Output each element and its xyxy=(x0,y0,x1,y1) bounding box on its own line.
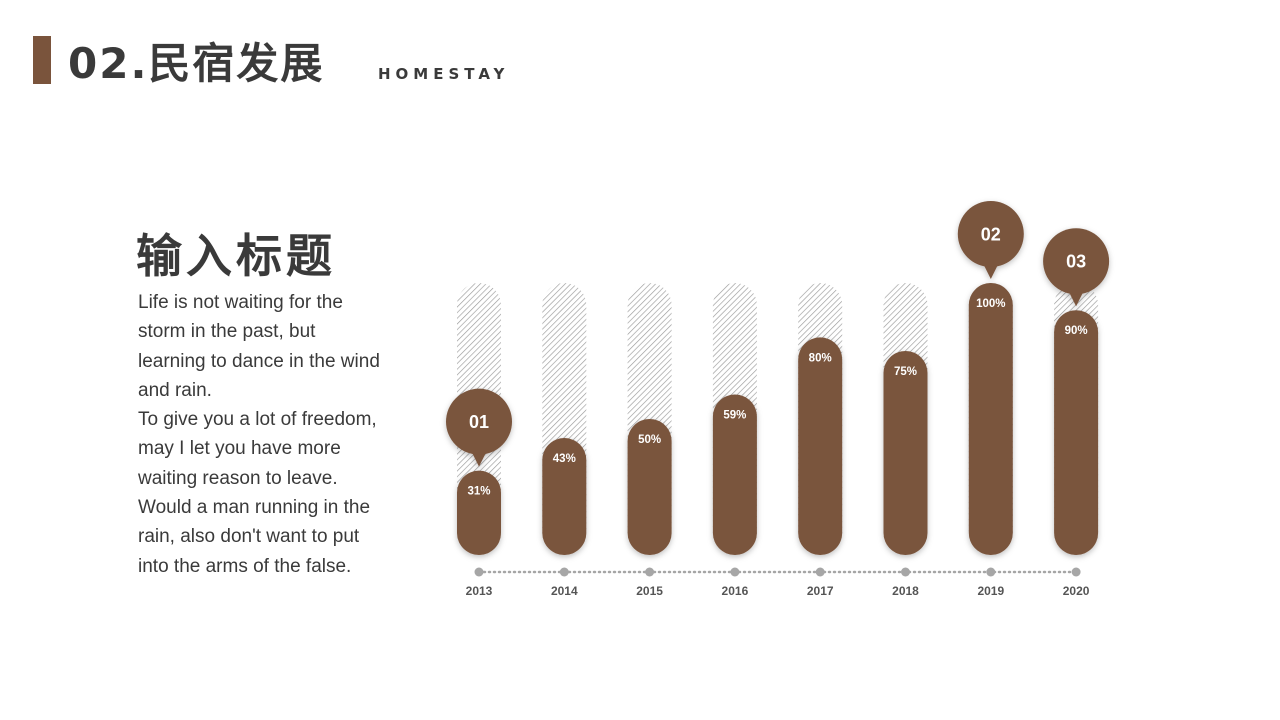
callout-label: 02 xyxy=(981,225,1001,245)
bar-value-label: 43% xyxy=(553,453,576,465)
bar-value-label: 75% xyxy=(894,366,917,378)
timeline-dot xyxy=(1071,567,1081,577)
x-tick-label: 2019 xyxy=(977,584,1004,598)
timeline-dot xyxy=(559,567,569,577)
bar xyxy=(712,394,757,555)
bars: 31% 43% 50% 59% 80% 75% 100% 90% xyxy=(457,283,1099,555)
content-body: Life is not waiting for the storm in the… xyxy=(138,288,384,581)
bar-value-label: 90% xyxy=(1065,325,1088,337)
timeline-dot xyxy=(815,567,825,577)
x-tick-label: 2018 xyxy=(892,584,919,598)
timeline-dot xyxy=(730,567,740,577)
bar xyxy=(968,283,1013,555)
bar-value-label: 31% xyxy=(467,486,490,498)
bar-value-label: 80% xyxy=(809,352,832,364)
timeline-dot xyxy=(474,567,484,577)
timeline-axis: 2013 2014 2015 2016 2017 2018 2019 2020 xyxy=(466,567,1090,598)
callout-label: 01 xyxy=(469,412,489,432)
bar-value-label: 59% xyxy=(723,410,746,422)
x-tick-label: 2013 xyxy=(466,584,493,598)
callout-circle xyxy=(957,201,1024,267)
bar xyxy=(798,337,843,555)
content-title: 输入标题 xyxy=(136,229,336,283)
callout-bubble xyxy=(446,388,512,467)
x-tick-label: 2017 xyxy=(807,584,834,598)
callouts: 01 02 03 xyxy=(446,201,1110,467)
bar xyxy=(457,470,501,555)
timeline-dot xyxy=(901,567,910,577)
bar xyxy=(627,419,672,555)
section-title: 02.民宿发展 xyxy=(68,39,325,88)
bar xyxy=(883,351,928,555)
callout-circle xyxy=(1043,228,1110,295)
body-paragraph-2: To give you a lot of freedom, may I let … xyxy=(138,409,377,577)
x-tick-label: 2016 xyxy=(722,584,749,598)
bar-value-label: 100% xyxy=(976,298,1005,310)
x-tick-label: 2015 xyxy=(636,584,663,598)
timeline-dot xyxy=(645,567,655,577)
timeline-dot xyxy=(986,567,996,577)
callout-label: 03 xyxy=(1066,252,1086,272)
bar-value-label: 50% xyxy=(638,434,661,446)
body-paragraph-1: Life is not waiting for the storm in the… xyxy=(138,292,380,401)
x-tick-label: 2020 xyxy=(1063,584,1090,598)
title-accent-bar xyxy=(33,36,51,84)
callout-bubble xyxy=(957,201,1024,279)
x-tick-label: 2014 xyxy=(551,584,578,598)
section-subtitle: HOMESTAY xyxy=(378,65,510,83)
bar xyxy=(1054,310,1099,555)
callout-bubble xyxy=(1043,228,1110,307)
callout-circle xyxy=(446,388,512,455)
bar xyxy=(542,438,587,555)
